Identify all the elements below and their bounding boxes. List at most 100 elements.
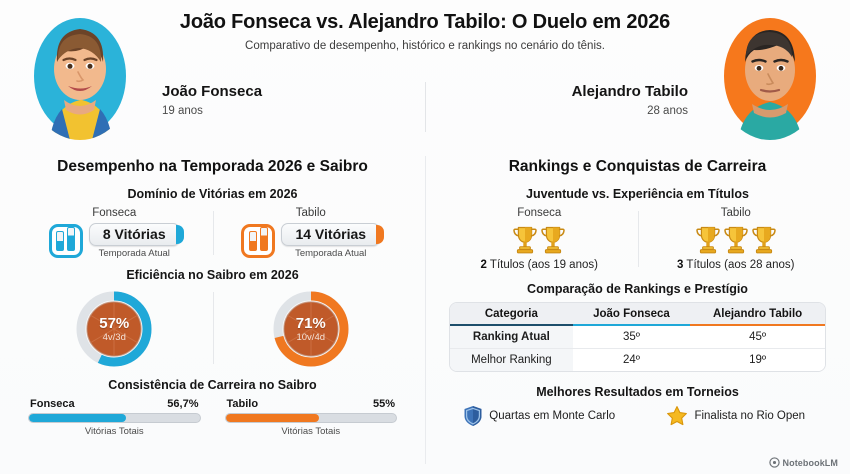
player-left-name: João Fonseca bbox=[162, 83, 263, 100]
table-cell: Melhor Ranking bbox=[450, 348, 573, 371]
star-icon bbox=[667, 406, 688, 426]
table-col-categoria: Categoria bbox=[450, 303, 573, 326]
bar-chart-icon bbox=[241, 224, 276, 258]
trophy-icon-group bbox=[638, 223, 835, 257]
wins-item-fonseca: Fonseca 8 Vitórias Temporada Atual bbox=[16, 207, 213, 259]
table-cell: 35º bbox=[572, 325, 691, 349]
wins-caption: Temporada Atual bbox=[98, 248, 170, 259]
player-right-age: 28 anos bbox=[647, 104, 688, 117]
progress-track bbox=[28, 413, 201, 423]
body: Desempenho na Temporada 2026 e Saibro Do… bbox=[0, 148, 850, 474]
consistency-item-fonseca: Fonseca 56,7% Vitórias Totais bbox=[16, 398, 213, 437]
player-left-age: 19 anos bbox=[162, 104, 203, 117]
clay-item-tabilo: 71% 10v/4d bbox=[213, 290, 410, 368]
result-label: Quartas em Monte Carlo bbox=[489, 410, 616, 422]
titles-caption: 3 Títulos (aos 28 anos) bbox=[638, 259, 835, 271]
wins-item-tabilo: Tabilo 14 Vitórias Temporada Atual bbox=[213, 207, 410, 259]
results-section-title: Melhores Resultados em Torneios bbox=[536, 385, 739, 399]
table-col-tabilo: Alejandro Tabilo bbox=[690, 303, 825, 326]
consistency-section-title: Consistência de Carreira no Saibro bbox=[108, 378, 317, 392]
titles-inner-divider bbox=[637, 211, 639, 267]
table-row: Ranking Atual 35º 45º bbox=[450, 325, 825, 349]
wins-section-title: Domínio de Vitórias em 2026 bbox=[127, 187, 298, 201]
titles-section-title: Juventude vs. Experiência em Títulos bbox=[526, 187, 749, 201]
left-panel: Desempenho na Temporada 2026 e Saibro Do… bbox=[0, 148, 425, 474]
right-panel: Rankings e Conquistas de Carreira Juvent… bbox=[425, 148, 850, 474]
donut-chart-fonseca: 57% 4v/3d bbox=[75, 290, 153, 368]
clay-section: 57% 4v/3d bbox=[16, 288, 409, 368]
table-row: Melhor Ranking 24º 19º bbox=[450, 348, 825, 371]
ranking-table: Categoria João Fonseca Alejandro Tabilo … bbox=[449, 302, 826, 372]
clay-inner-divider bbox=[212, 292, 214, 364]
trophy-icon bbox=[751, 226, 776, 254]
page-title: João Fonseca vs. Alejandro Tabilo: O Due… bbox=[179, 11, 671, 33]
progress-fill bbox=[29, 414, 126, 422]
table-cell: Ranking Atual bbox=[450, 325, 573, 349]
wins-section: Fonseca 8 Vitórias Temporada Atual Tabil… bbox=[16, 207, 409, 259]
titles-item-tabilo: Tabilo 3 Títulos (aos 28 anos) bbox=[638, 207, 835, 271]
watermark: NotebookLM bbox=[768, 457, 839, 468]
avatar-tabilo bbox=[718, 6, 822, 140]
titles-section: Fonseca 2 Títulos (aos 19 anos) Tabilo bbox=[441, 207, 834, 271]
player-left: João Fonseca 19 anos bbox=[0, 82, 425, 117]
consistency-who: Tabilo bbox=[226, 398, 259, 410]
consistency-section: Fonseca 56,7% Vitórias Totais Tabilo 5 bbox=[16, 398, 409, 437]
wins-value: 14 Vitórias bbox=[281, 223, 384, 246]
header: João Fonseca vs. Alejandro Tabilo: O Due… bbox=[0, 0, 850, 148]
consistency-caption: Vitórias Totais bbox=[281, 426, 341, 437]
consistency-caption: Vitórias Totais bbox=[84, 426, 144, 437]
notebooklm-icon bbox=[768, 457, 780, 468]
titles-item-who: Fonseca bbox=[517, 207, 562, 219]
titles-count: 3 bbox=[677, 259, 684, 271]
wins-inner-divider bbox=[212, 211, 214, 255]
clay-item-fonseca: 57% 4v/3d bbox=[16, 290, 213, 368]
table-col-fonseca: João Fonseca bbox=[572, 303, 691, 326]
trophy-icon-group bbox=[441, 223, 638, 257]
titles-item-fonseca: Fonseca 2 Títulos (aos 19 anos) bbox=[441, 207, 638, 271]
table-cell: 45º bbox=[690, 325, 825, 349]
player-right-name: Alejandro Tabilo bbox=[571, 83, 688, 100]
titles-caption-text: Títulos (aos 28 anos) bbox=[683, 259, 795, 271]
ranking-table-title: Comparação de Rankings e Prestígio bbox=[527, 282, 748, 296]
trophy-icon bbox=[513, 226, 538, 254]
left-panel-title: Desempenho na Temporada 2026 e Saibro bbox=[57, 158, 368, 175]
consistency-percent: 56,7% bbox=[167, 398, 199, 410]
right-panel-title: Rankings e Conquistas de Carreira bbox=[508, 158, 767, 175]
result-item-rio-open: Finalista no Rio Open bbox=[638, 405, 835, 427]
trophy-icon bbox=[695, 226, 720, 254]
player-name-row: João Fonseca 19 anos Alejandro Tabilo 28… bbox=[0, 82, 850, 117]
page-subtitle: Comparativo de desempenho, histórico e r… bbox=[245, 40, 605, 52]
table-cell: 19º bbox=[690, 348, 825, 371]
player-right: Alejandro Tabilo 28 anos bbox=[425, 82, 850, 117]
table-header-row: Categoria João Fonseca Alejandro Tabilo bbox=[450, 303, 825, 326]
trophy-icon bbox=[723, 226, 748, 254]
wins-caption: Temporada Atual bbox=[295, 248, 367, 259]
titles-item-who: Tabilo bbox=[720, 207, 751, 219]
progress-fill bbox=[225, 414, 320, 422]
bar-chart-icon bbox=[48, 224, 83, 258]
progress-track bbox=[224, 413, 397, 423]
wins-item-who: Tabilo bbox=[295, 207, 326, 219]
titles-caption-text: Títulos (aos 19 anos) bbox=[486, 259, 598, 271]
panel-divider bbox=[425, 156, 426, 464]
titles-caption: 2 Títulos (aos 19 anos) bbox=[441, 259, 638, 271]
watermark-label: NotebookLM bbox=[782, 457, 838, 468]
consistency-percent: 55% bbox=[372, 398, 395, 410]
titles-count: 2 bbox=[480, 259, 487, 271]
header-divider bbox=[425, 82, 426, 132]
avatar-fonseca bbox=[28, 6, 132, 140]
consistency-who: Fonseca bbox=[30, 398, 75, 410]
result-label: Finalista no Rio Open bbox=[694, 410, 806, 422]
donut-chart-tabilo: 71% 10v/4d bbox=[272, 290, 350, 368]
trophy-icon bbox=[541, 226, 566, 254]
title-block: João Fonseca vs. Alejandro Tabilo: O Due… bbox=[140, 10, 710, 52]
clay-section-title: Eficiência no Saibro em 2026 bbox=[126, 268, 299, 282]
results-section: Quartas em Monte Carlo Finalista no Rio … bbox=[441, 405, 834, 427]
shield-icon bbox=[464, 406, 482, 426]
consistency-item-tabilo: Tabilo 55% Vitórias Totais bbox=[213, 398, 410, 437]
result-item-monte-carlo: Quartas em Monte Carlo bbox=[441, 405, 638, 427]
wins-value: 8 Vitórias bbox=[88, 223, 184, 246]
wins-item-who: Fonseca bbox=[92, 207, 137, 219]
table-cell: 24º bbox=[572, 348, 691, 371]
